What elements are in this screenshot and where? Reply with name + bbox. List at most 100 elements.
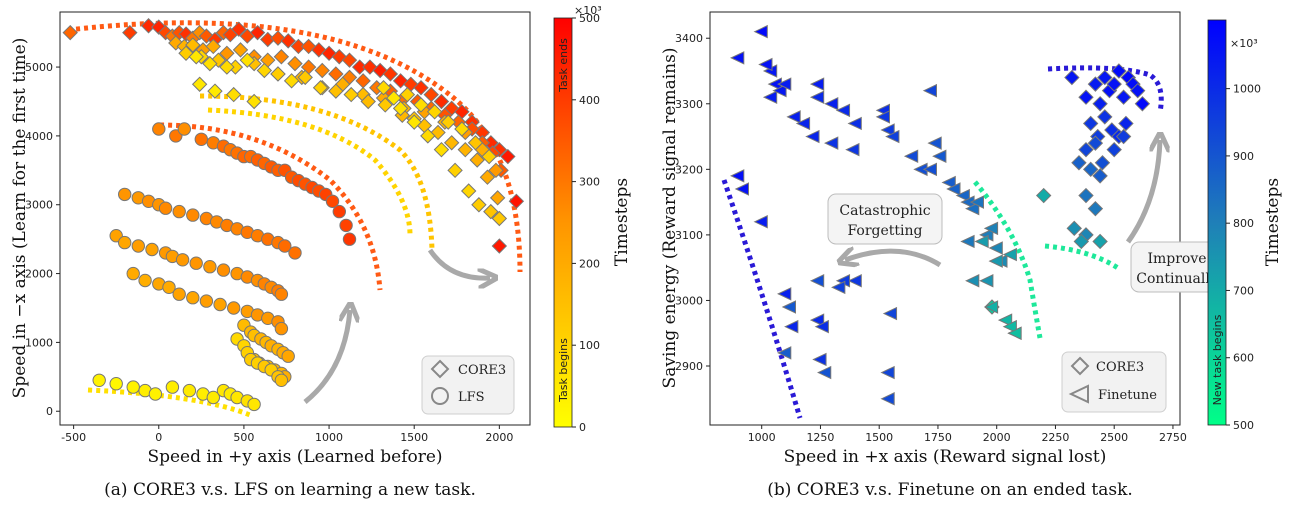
lfs-point	[342, 232, 357, 246]
core3-point	[433, 93, 450, 110]
y-axis-label-a: Speed in −x axis (Learn for the first ti…	[10, 38, 30, 399]
core3-point	[352, 59, 368, 75]
core3-point	[157, 24, 174, 41]
core3-point	[491, 210, 508, 227]
x-axis-label-b: Speed in +x axis (Reward signal lost)	[784, 447, 1107, 467]
lfs-point	[278, 239, 292, 253]
core3-point	[185, 37, 201, 53]
finetune-point	[960, 234, 975, 249]
core3-point	[362, 59, 378, 75]
finetune-point	[932, 149, 947, 163]
lfs-point	[227, 301, 241, 315]
lfs-point	[194, 132, 209, 147]
lfs-point	[288, 246, 302, 260]
y-tick-label: 4000	[25, 130, 53, 143]
colorbar-label-b: Timesteps	[1263, 178, 1283, 266]
lfs-point	[281, 349, 295, 363]
lfs-point	[145, 242, 159, 257]
lfs-point	[148, 387, 163, 401]
guide-curve-blue-right	[1047, 65, 1164, 113]
y-tick-label: 5000	[25, 61, 53, 74]
finetune-point	[809, 313, 825, 327]
finetune-point	[781, 300, 796, 314]
core3-point	[321, 45, 337, 62]
core3-point	[341, 52, 358, 68]
finetune-point	[983, 221, 999, 236]
legend-label-finetune: Finetune	[1098, 388, 1157, 403]
finetune-point	[777, 346, 792, 360]
caption-b: (b) CORE3 v.s. Finetune on an ended task…	[767, 480, 1133, 500]
y-tick-label: 3000	[25, 199, 53, 212]
finetune-point	[730, 51, 745, 65]
finetune-point	[885, 129, 900, 144]
annotation-catastrophic-line2: Forgetting	[847, 223, 922, 239]
colorbar-a: 0 100 200 300 400 500 ×10³ Task ends Task beg…	[553, 4, 632, 434]
core3-point	[1035, 187, 1052, 204]
finetune-point	[734, 182, 749, 196]
arrow-right-a	[427, 248, 490, 278]
colorbar-multiplier-a: ×10³	[574, 4, 602, 17]
finetune-point	[922, 83, 937, 98]
arrow-up-b	[1125, 140, 1160, 244]
core3-point	[467, 135, 484, 151]
x-axis-label-a: Speed in +y axis (Learned before)	[147, 447, 442, 467]
lfs-point	[332, 204, 346, 219]
lfs-point	[118, 187, 132, 202]
core3-point	[219, 59, 235, 75]
colorbar-label-a: Timesteps	[612, 178, 632, 266]
y-tick-label: 0	[46, 405, 53, 418]
finetune-point	[1007, 326, 1022, 340]
annotation-improve-line1: Improve	[1147, 251, 1206, 267]
plot-frame-a	[59, 11, 531, 426]
colorbar-gradient-a	[553, 17, 573, 428]
colorbar-ticks-a: 0 100 200 300 400 500	[572, 12, 600, 434]
lfs-point	[216, 263, 231, 277]
finetune-point	[880, 123, 895, 137]
lfs-point	[172, 287, 186, 301]
finetune-point	[927, 136, 942, 150]
core3-point	[372, 62, 388, 79]
colorbar-tick-label: 400	[579, 94, 600, 107]
core3-point	[413, 97, 429, 113]
core3-point	[454, 121, 470, 137]
core3-point	[430, 124, 446, 141]
core3-point	[62, 24, 78, 41]
core3-point	[500, 148, 516, 165]
core3-point	[491, 141, 508, 158]
core3-point	[232, 42, 249, 58]
finetune-point	[809, 90, 825, 104]
finetune-point	[955, 188, 970, 203]
finetune-point	[753, 215, 768, 229]
finetune-point	[786, 110, 801, 124]
legend-b: CORE3 Finetune	[1061, 351, 1167, 413]
x-tick-label: 1250	[806, 431, 834, 444]
guide-curve-lower-yellow	[87, 387, 251, 418]
core3-point	[225, 86, 242, 103]
lfs-point	[339, 218, 353, 233]
colorbar-multiplier-b: ×10³	[1230, 37, 1258, 50]
core3-point	[457, 141, 473, 158]
core3-point	[471, 197, 487, 213]
lfs-point	[92, 373, 106, 387]
caption-a: (a) CORE3 v.s. LFS on learning a new tas…	[104, 480, 476, 500]
core3-point	[508, 193, 525, 209]
core3-point	[246, 93, 262, 110]
finetune-point	[814, 319, 829, 334]
x-tick-label: 2250	[1041, 431, 1069, 444]
core3-point	[386, 90, 402, 106]
core3-point	[1092, 233, 1108, 250]
core3-point	[287, 55, 303, 72]
guide-curve-mid-yellow	[207, 107, 413, 236]
core3-point	[440, 114, 456, 130]
core3-point	[460, 183, 477, 199]
lfs-point	[182, 383, 197, 398]
finetune-point	[805, 129, 820, 144]
core3-point	[314, 62, 330, 79]
arrow-left-b	[845, 251, 942, 265]
lfs-point	[162, 280, 176, 294]
colorbar-top-text-a: Task ends	[557, 38, 570, 93]
core3-point	[481, 148, 497, 165]
core3-point	[297, 69, 313, 86]
core3-point	[290, 38, 307, 55]
finetune-point	[777, 77, 792, 91]
